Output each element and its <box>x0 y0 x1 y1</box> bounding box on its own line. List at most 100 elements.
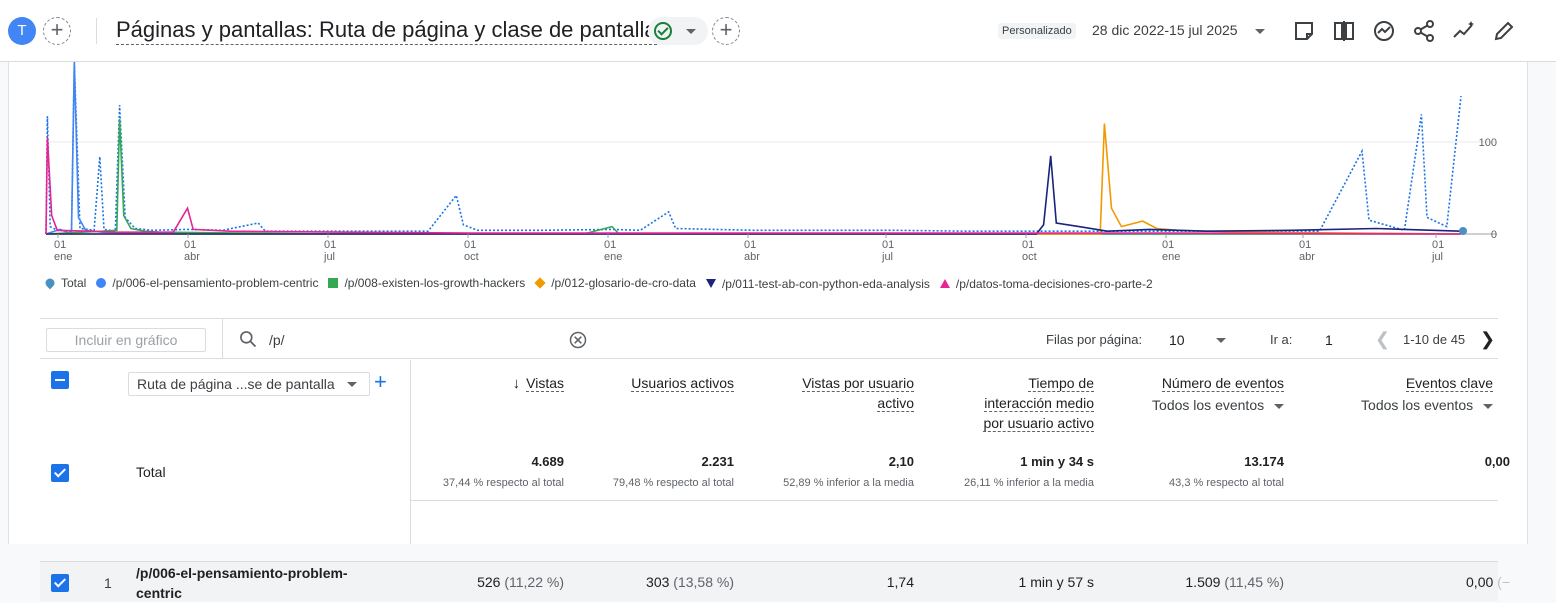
pin-marker-icon <box>43 276 57 290</box>
insights-icon <box>1374 21 1394 41</box>
x-tick-label: 01 <box>54 239 66 251</box>
x-tick-label: ene <box>1162 251 1180 263</box>
col-label: Tiempo de <box>1028 375 1094 392</box>
series-line <box>45 62 1462 235</box>
legend-item[interactable]: /p/008-existen-los-growth-hackers <box>328 276 525 290</box>
goto-page-input[interactable]: 1 <box>1325 332 1333 348</box>
x-tick-label: oct <box>464 251 479 263</box>
avatar[interactable]: T <box>8 17 36 45</box>
col-label: por usuario activo <box>983 415 1094 432</box>
col-usuarios-activos[interactable]: Usuarios activos <box>631 373 734 393</box>
col-vistas[interactable]: ↓ Vistas <box>513 373 564 394</box>
event-filter-label: Todos los eventos <box>1361 397 1474 413</box>
divider <box>410 500 1498 501</box>
rows-per-page-select[interactable]: 10 <box>1169 332 1185 348</box>
series-line <box>46 155 1462 235</box>
event-filter-select[interactable]: Todos los eventos <box>1152 395 1284 415</box>
compare-icon <box>1334 21 1354 41</box>
x-tick-label: 01 <box>464 239 476 251</box>
previous-page-icon[interactable]: ❮ <box>1375 329 1391 349</box>
dimension-select[interactable]: Ruta de página ...se de pantalla <box>128 372 370 396</box>
date-range-caret-icon[interactable] <box>1255 29 1265 34</box>
circle-marker-icon <box>96 278 107 288</box>
pct: (− <box>1497 574 1510 590</box>
series-line <box>45 118 1461 235</box>
x-tick-label: 01 <box>744 239 756 251</box>
row-page-path[interactable]: /p/006-el-pensamiento-problem-centric <box>136 565 348 601</box>
report-card: 100 0 01 ene 01 abr 01 jul 01 oct 01 ene 01 abr 01 jul… <box>8 62 1528 601</box>
square-marker-icon <box>328 278 339 288</box>
legend-item[interactable]: Total <box>43 276 87 290</box>
triangle-up-marker-icon <box>939 279 950 288</box>
next-page-icon[interactable]: ❯ <box>1480 329 1496 349</box>
share-button[interactable] <box>1410 17 1438 45</box>
x-tick-label: jul <box>1431 251 1443 263</box>
divider <box>40 318 1498 319</box>
total-pct: 37,44 % respecto al total <box>442 477 564 489</box>
series-end-marker <box>1459 227 1467 235</box>
legend-item[interactable]: /p/012-glosario-de-cro-data <box>534 276 696 290</box>
col-tiempo-interaccion[interactable]: Tiempo de interacción medio por usuario … <box>983 373 1094 433</box>
sparkle-trend-icon <box>1453 21 1474 38</box>
x-tick-label: 01 <box>184 239 196 251</box>
add-dimension-button[interactable]: + <box>374 369 387 394</box>
x-tick-label: 01 <box>882 239 894 251</box>
total-value: 0,00 <box>1484 454 1510 469</box>
col-eventos-clave[interactable]: Eventos clave Todos los eventos <box>1361 373 1493 415</box>
note-icon <box>1295 22 1313 40</box>
total-checkbox[interactable] <box>51 464 69 482</box>
total-label: Total <box>136 464 166 480</box>
x-tick-label: abr <box>1299 251 1315 263</box>
pct: (13,58 %) <box>673 574 734 590</box>
col-label: Usuarios activos <box>631 375 734 392</box>
divider <box>40 358 1498 359</box>
rows-per-page-label: Filas por página: <box>1046 332 1143 347</box>
total-value: 2.231 <box>701 454 734 469</box>
series-line <box>45 62 1461 236</box>
chevron-down-icon[interactable] <box>1216 338 1226 343</box>
total-value: 2,10 <box>888 454 914 469</box>
diamond-marker-icon <box>534 277 546 289</box>
include-in-chart-button[interactable]: Incluir en gráfico <box>46 328 206 352</box>
row-value: 303 (13,58 %) <box>646 574 734 590</box>
add-filter-button[interactable]: + <box>712 17 740 45</box>
pencil-icon <box>1494 21 1514 41</box>
legend-label: Total <box>61 276 87 290</box>
col-numero-eventos[interactable]: Número de eventos Todos los eventos <box>1152 373 1284 415</box>
value: 1 min y 57 s <box>1018 574 1094 590</box>
search-input[interactable] <box>269 330 559 350</box>
date-range-label[interactable]: 28 dic 2022-15 jul 2025 <box>1092 22 1238 38</box>
trend-insights-button[interactable] <box>1450 17 1478 45</box>
clear-icon[interactable] <box>568 330 588 350</box>
x-tick-label: jul <box>323 251 335 263</box>
series-line <box>45 137 1462 235</box>
compare-button[interactable] <box>1330 17 1358 45</box>
total-value: 4.689 <box>531 454 564 469</box>
row-checkbox[interactable] <box>51 574 69 592</box>
series-line <box>46 123 1462 235</box>
divider <box>222 318 223 358</box>
select-all-checkbox[interactable] <box>51 371 69 389</box>
check-circle-icon <box>654 22 672 40</box>
sort-down-icon: ↓ <box>512 375 521 392</box>
add-comparison-button[interactable]: + <box>43 17 71 45</box>
row-index: 1 <box>104 575 112 591</box>
page-title[interactable]: Páginas y pantallas: Ruta de página y cl… <box>116 16 657 45</box>
report-header: T + Páginas y pantallas: Ruta de página … <box>0 0 1556 62</box>
row-value: 0,00 (− <box>1466 574 1510 590</box>
col-label: Eventos clave <box>1405 375 1493 392</box>
legend-item[interactable]: /p/006-el-pensamiento-problem-centric <box>96 276 318 290</box>
event-filter-select[interactable]: Todos los eventos <box>1361 395 1493 415</box>
divider <box>96 18 97 44</box>
legend-item[interactable]: /p/datos-toma-decisiones-cro-parte-2 <box>939 277 1153 291</box>
chevron-down-icon <box>686 29 696 34</box>
col-vistas-por-usuario[interactable]: Vistas por usuario activo <box>802 373 914 413</box>
chevron-down-icon <box>1483 403 1493 409</box>
legend-item[interactable]: /p/011-test-ab-con-python-eda-analysis <box>705 277 930 291</box>
x-tick-label: 01 <box>1432 239 1444 251</box>
status-dropdown[interactable] <box>648 17 708 45</box>
insights-button[interactable] <box>1370 17 1398 45</box>
edit-button[interactable] <box>1490 17 1518 45</box>
col-label: interacción medio <box>984 395 1094 412</box>
annotation-button[interactable] <box>1290 17 1318 45</box>
